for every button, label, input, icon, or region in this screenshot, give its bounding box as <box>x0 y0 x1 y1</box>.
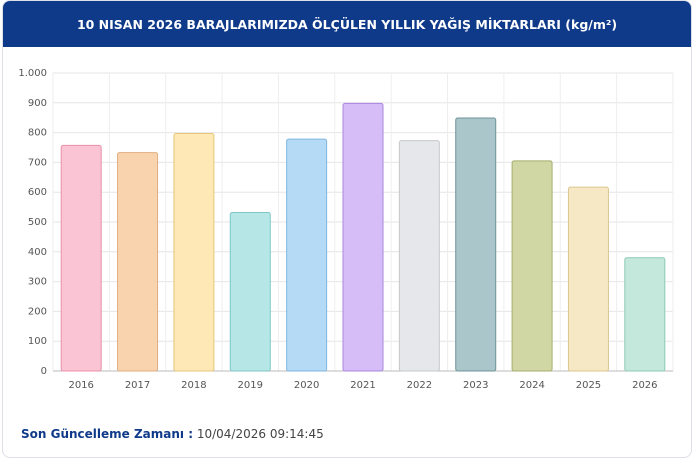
bar <box>624 257 666 372</box>
bar <box>342 102 384 372</box>
footer-label: Son Güncelleme Zamanı : <box>21 427 194 441</box>
bar <box>60 144 102 372</box>
y-tick-label: 100 <box>28 336 47 347</box>
chart-title: 10 NISAN 2026 BARAJLARIMIZDA ÖLÇÜLEN YIL… <box>3 1 691 47</box>
y-tick-label: 900 <box>28 98 47 109</box>
y-tick-label: 200 <box>28 306 47 317</box>
y-tick-label: 800 <box>28 128 47 139</box>
x-tick-label: 2016 <box>68 380 93 391</box>
x-tick-label: 2018 <box>181 380 206 391</box>
bar <box>117 152 159 372</box>
y-tick-label: 600 <box>28 187 47 198</box>
x-tick-label: 2024 <box>519 380 544 391</box>
y-tick-label: 700 <box>28 157 47 168</box>
y-tick-label: 0 <box>41 366 47 377</box>
bar <box>511 160 553 372</box>
bar <box>398 140 440 372</box>
y-tick-label: 500 <box>28 217 47 228</box>
x-tick-label: 2022 <box>407 380 432 391</box>
bar <box>286 138 328 372</box>
bar <box>567 186 609 372</box>
x-tick-label: 2020 <box>294 380 319 391</box>
chart: 0 100 200 300 400 500 600 700 800 900 1.000 2016 201… <box>18 68 674 391</box>
bar <box>229 211 271 372</box>
footer-value: 10/04/2026 09:14:45 <box>196 427 324 441</box>
y-tick-label: 300 <box>28 277 47 288</box>
y-tick-label: 1.000 <box>18 68 47 79</box>
bar <box>173 132 215 372</box>
x-tick-label: 2025 <box>576 380 601 391</box>
y-tick-label: 400 <box>28 247 47 258</box>
x-tick-label: 2017 <box>125 380 150 391</box>
bar <box>455 117 497 372</box>
x-tick-label: 2019 <box>238 380 263 391</box>
footer: Son Güncelleme Zamanı : 10/04/2026 09:14… <box>21 427 324 441</box>
x-tick-label: 2026 <box>632 380 657 391</box>
x-tick-label: 2023 <box>463 380 488 391</box>
x-tick-label: 2021 <box>350 380 375 391</box>
